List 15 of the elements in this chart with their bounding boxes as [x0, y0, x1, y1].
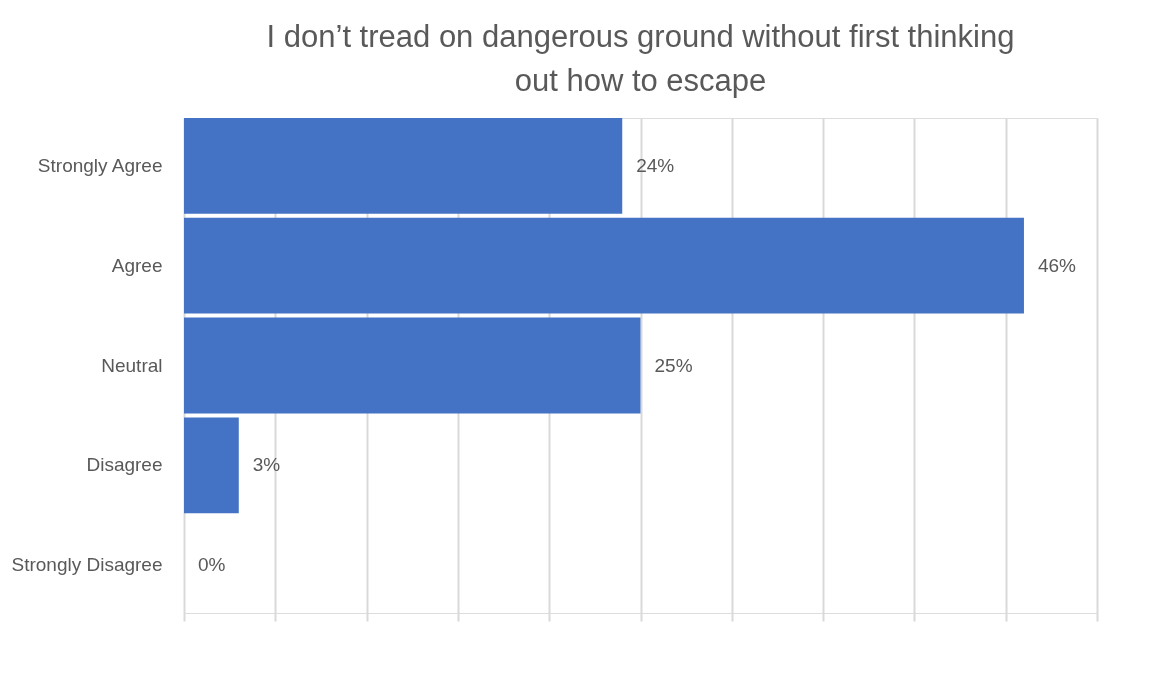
y-tick-label: Disagree: [86, 454, 163, 476]
bar: [184, 317, 641, 414]
bar: [184, 118, 623, 214]
y-tick-label: Neutral: [101, 354, 163, 376]
chart-title: I don’t tread on dangerous ground without first thinking out how to escape: [266, 19, 1015, 98]
y-tick-label: Strongly Agree: [37, 154, 163, 176]
y-tick-label: Strongly Disagree: [11, 554, 163, 576]
data-label: 24%: [636, 154, 675, 176]
bar: [184, 217, 1024, 314]
y-tick-label: Agree: [111, 254, 163, 276]
bar: [184, 417, 239, 514]
data-label: 3%: [252, 454, 281, 476]
data-label: 0%: [198, 554, 226, 576]
data-label: 46%: [1037, 254, 1077, 276]
data-label: 25%: [654, 354, 693, 376]
